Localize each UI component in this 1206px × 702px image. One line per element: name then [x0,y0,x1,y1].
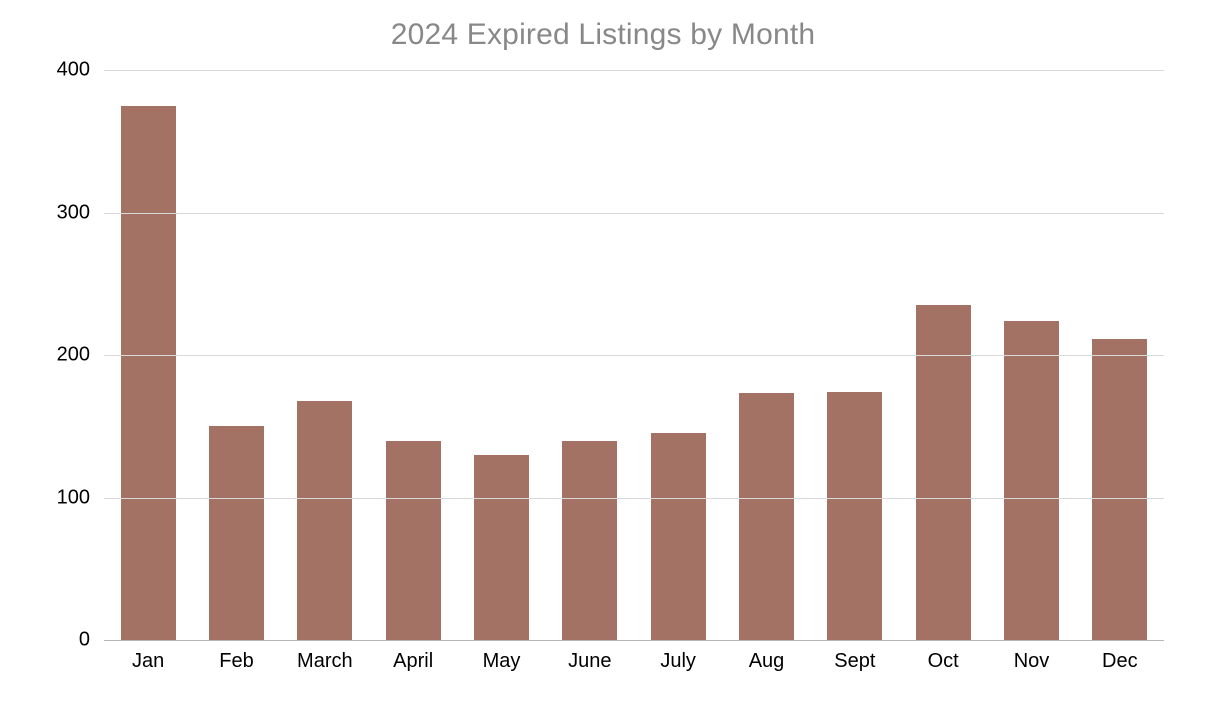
bar [121,106,176,640]
x-axis-baseline [104,640,1164,641]
y-axis-tick-label: 200 [57,344,104,367]
x-axis-tick-label: May [483,640,521,673]
plot-area: 0100200300400JanFebMarchAprilMayJuneJuly… [104,70,1164,640]
bar [827,392,882,640]
gridline [104,70,1164,71]
x-axis-tick-label: March [297,640,353,673]
bar [1004,321,1059,640]
x-axis-tick-label: April [393,640,433,673]
gridline [104,498,1164,499]
x-axis-tick-label: Feb [219,640,253,673]
y-axis-tick-label: 0 [79,629,104,652]
bar [474,455,529,640]
bar [1092,339,1147,640]
expired-listings-chart: 2024 Expired Listings by Month 010020030… [0,0,1206,702]
bar [651,433,706,640]
bar [386,441,441,641]
x-axis-tick-label: Dec [1102,640,1138,673]
bar [209,426,264,640]
chart-title: 2024 Expired Listings by Month [0,18,1206,52]
x-axis-tick-label: Aug [749,640,785,673]
y-axis-tick-label: 300 [57,201,104,224]
x-axis-tick-label: Jan [132,640,164,673]
bar [739,393,794,640]
x-axis-tick-label: Oct [928,640,959,673]
x-axis-tick-label: Nov [1014,640,1050,673]
y-axis-tick-label: 400 [57,59,104,82]
bar [297,401,352,640]
bar [562,441,617,641]
x-axis-tick-label: June [568,640,611,673]
gridline [104,355,1164,356]
x-axis-tick-label: July [660,640,696,673]
y-axis-tick-label: 100 [57,486,104,509]
x-axis-tick-label: Sept [834,640,875,673]
gridline [104,213,1164,214]
